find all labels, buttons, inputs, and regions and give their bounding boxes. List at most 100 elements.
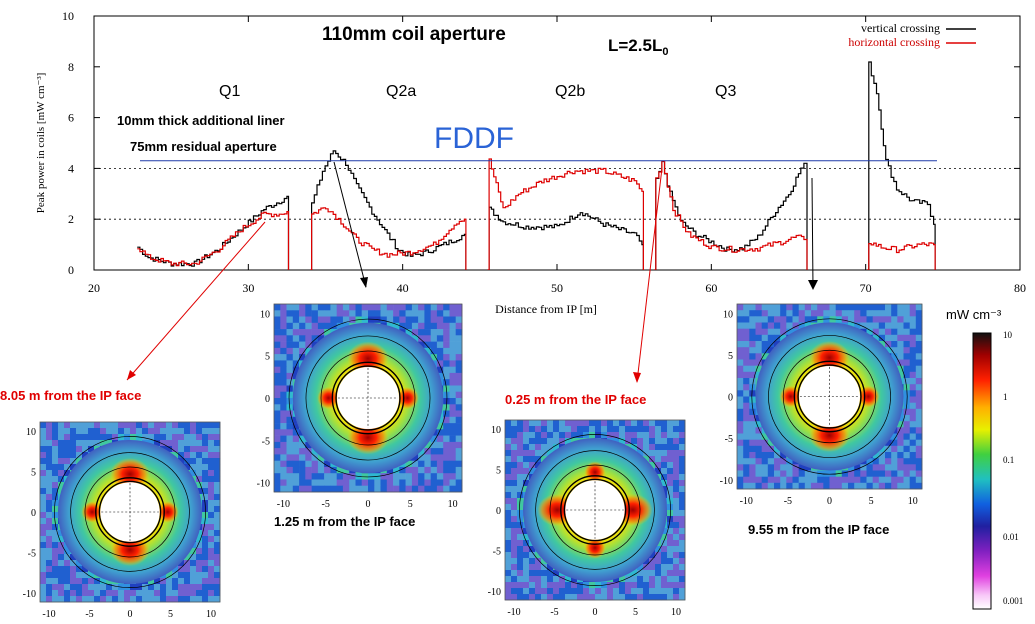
coil-contour bbox=[560, 475, 630, 545]
heatmap-cell bbox=[40, 542, 47, 549]
heatmap-cell bbox=[208, 518, 215, 525]
heatmap-cell bbox=[535, 576, 542, 583]
heatmap-cell bbox=[811, 316, 818, 323]
heatmap-cell bbox=[317, 454, 325, 461]
heatmap-cell bbox=[436, 435, 444, 443]
heatmap-cell bbox=[897, 365, 904, 373]
heatmap-cell bbox=[743, 415, 750, 422]
coil-contour bbox=[335, 365, 401, 431]
heatmap-cell bbox=[166, 446, 173, 453]
heatmap-cell bbox=[449, 391, 457, 399]
heatmap-cell bbox=[577, 420, 584, 427]
panel-x-tick-label: -5 bbox=[550, 607, 558, 618]
heatmap-cell bbox=[449, 410, 457, 418]
heatmap-cell bbox=[541, 588, 548, 595]
heatmap-cell bbox=[424, 460, 431, 468]
heatmap-cell bbox=[786, 464, 793, 471]
heatmap-cell bbox=[667, 504, 674, 511]
panel-x-tick-label: 5 bbox=[633, 607, 638, 618]
heatmap-cell bbox=[455, 398, 463, 405]
heatmap-cell bbox=[286, 460, 294, 468]
heatmap-cell bbox=[667, 426, 674, 433]
heatmap-cell bbox=[76, 452, 83, 459]
heatmap-cell bbox=[449, 385, 457, 393]
heatmap-cell bbox=[589, 588, 596, 595]
heatmap-cell bbox=[305, 316, 312, 324]
heatmap-cell bbox=[565, 420, 572, 427]
heatmap-cell bbox=[655, 432, 662, 439]
heatmap-cell bbox=[88, 578, 95, 585]
heatmap-cell bbox=[455, 448, 463, 455]
heatmap-cell bbox=[196, 428, 203, 435]
heatmap-cell bbox=[607, 426, 614, 433]
panel-1-caption: 8.05 m from the IP face bbox=[0, 388, 141, 403]
panel-x-tick-label: -5 bbox=[85, 609, 93, 620]
heatmap-cell bbox=[136, 590, 143, 597]
heatmap-cell bbox=[607, 594, 614, 601]
heatmap-cell bbox=[517, 456, 524, 463]
heatmap-cell bbox=[214, 524, 221, 531]
heatmap-cell bbox=[214, 566, 221, 573]
heatmap-cell bbox=[761, 458, 769, 465]
heatmap-cell bbox=[70, 422, 77, 429]
heatmap-cell bbox=[523, 420, 530, 427]
heatmap-cell bbox=[661, 474, 668, 481]
heatmap-cell bbox=[70, 446, 77, 453]
heatmap-cell bbox=[190, 560, 197, 567]
heatmap-cell bbox=[202, 452, 209, 459]
heatmap-cell bbox=[112, 590, 119, 597]
heatmap-cell bbox=[505, 570, 512, 577]
heatmap-cell bbox=[673, 534, 680, 541]
heatmap-cell bbox=[166, 440, 173, 447]
heatmap-cell bbox=[749, 378, 756, 385]
heatmap-cell bbox=[399, 316, 406, 324]
magnet-label-q2b: Q2b bbox=[555, 83, 585, 100]
heatmap-cell bbox=[878, 328, 886, 336]
heatmap-cell bbox=[317, 473, 325, 480]
heatmap-cell bbox=[835, 482, 843, 490]
heatmap-cell bbox=[767, 470, 775, 477]
heatmap-cell bbox=[829, 482, 836, 490]
heatmap-cell bbox=[411, 316, 419, 324]
heatmap-cell bbox=[202, 512, 209, 519]
heatmap-cell bbox=[64, 572, 71, 579]
heatmap-cell bbox=[196, 482, 203, 489]
heatmap-cell bbox=[82, 596, 89, 603]
heatmap-cell bbox=[274, 454, 281, 461]
heatmap-cell bbox=[743, 347, 750, 354]
heatmap-cell bbox=[305, 335, 312, 342]
heatmap-cell bbox=[424, 466, 431, 474]
heatmap-cell bbox=[667, 480, 674, 487]
heatmap-cell bbox=[58, 542, 65, 549]
y-tick-label: 0 bbox=[68, 263, 74, 277]
heatmap-cell bbox=[667, 450, 674, 457]
heatmap-cell bbox=[202, 470, 209, 477]
heatmap-cell bbox=[667, 552, 674, 559]
heatmap-cell bbox=[88, 440, 95, 447]
heatmap-cell bbox=[529, 450, 536, 457]
heatmap-cell bbox=[737, 464, 744, 471]
heatmap-cell bbox=[679, 522, 686, 529]
heatmap-cell bbox=[124, 584, 131, 591]
heatmap-cell bbox=[761, 310, 769, 317]
heatmap-cell bbox=[655, 564, 662, 571]
heatmap-cell bbox=[274, 398, 281, 405]
heatmap-cell bbox=[274, 435, 281, 443]
heatmap-cell bbox=[755, 310, 762, 317]
heatmap-cell bbox=[529, 588, 536, 595]
heatmap-cell bbox=[299, 479, 306, 487]
heatmap-cell bbox=[517, 540, 524, 547]
heatmap-cell bbox=[655, 594, 662, 601]
heatmap-cell bbox=[535, 426, 542, 433]
colorbar-tick-label: 10 bbox=[1003, 330, 1013, 340]
heatmap-cell bbox=[330, 466, 337, 474]
heatmap-cell bbox=[40, 596, 47, 603]
heatmap-cell bbox=[70, 458, 77, 465]
heatmap-cell bbox=[637, 450, 644, 457]
heatmap-cell bbox=[872, 328, 880, 336]
heatmap-cell bbox=[82, 440, 89, 447]
heatmap-cell bbox=[673, 558, 680, 565]
heatmap-cell bbox=[208, 560, 215, 567]
heatmap-cell bbox=[553, 432, 560, 439]
